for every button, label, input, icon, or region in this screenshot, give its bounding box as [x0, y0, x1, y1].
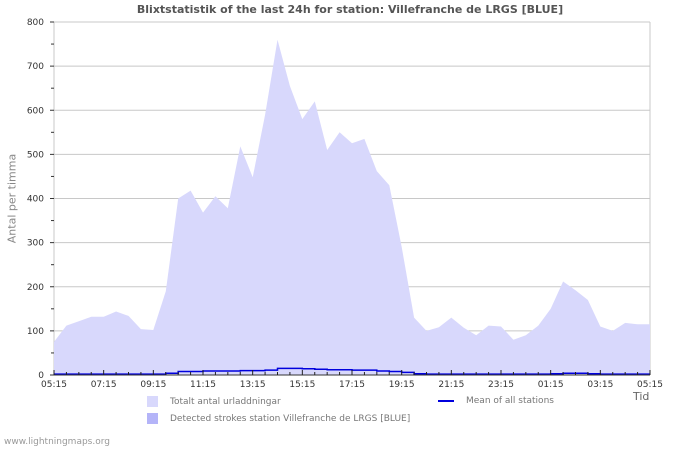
legend-total: Totalt antal urladdningar [147, 396, 281, 407]
svg-text:03:15: 03:15 [587, 380, 613, 390]
svg-text:700: 700 [27, 62, 44, 72]
legend-total-label: Totalt antal urladdningar [170, 396, 281, 407]
svg-text:05:15: 05:15 [637, 380, 663, 390]
x-axis-label: Tid [633, 390, 650, 403]
total-strokes-area [54, 39, 650, 375]
svg-text:0: 0 [38, 371, 44, 381]
svg-text:17:15: 17:15 [339, 380, 365, 390]
legend-total-swatch [147, 396, 158, 407]
svg-text:800: 800 [27, 18, 44, 28]
svg-text:500: 500 [27, 150, 44, 160]
legend-detected-swatch [147, 413, 158, 424]
svg-text:400: 400 [27, 195, 44, 205]
svg-text:21:15: 21:15 [438, 380, 464, 390]
svg-text:15:15: 15:15 [289, 380, 315, 390]
svg-text:300: 300 [27, 239, 44, 249]
svg-text:01:15: 01:15 [538, 380, 564, 390]
svg-text:19:15: 19:15 [389, 380, 415, 390]
svg-text:200: 200 [27, 283, 44, 293]
svg-text:09:15: 09:15 [140, 380, 166, 390]
legend-mean: Mean of all stations [438, 396, 554, 406]
legend-detected-label: Detected strokes station Villefranche de… [170, 413, 411, 424]
svg-text:23:15: 23:15 [488, 380, 514, 390]
svg-text:11:15: 11:15 [190, 380, 216, 390]
svg-text:13:15: 13:15 [240, 380, 266, 390]
svg-text:05:15: 05:15 [41, 380, 67, 390]
svg-text:100: 100 [27, 327, 44, 337]
legend-detected: Detected strokes station Villefranche de… [147, 413, 410, 424]
axes: 0 100 200 300 400 500 600 700 800 05:15 07:15 09:15… [27, 18, 663, 390]
footer-link[interactable]: www.lightningmaps.org [4, 437, 110, 447]
legend-mean-label: Mean of all stations [466, 396, 554, 406]
legend-mean-swatch [438, 400, 454, 402]
svg-text:07:15: 07:15 [91, 380, 117, 390]
svg-text:600: 600 [27, 106, 44, 116]
chart-title: Blixtstatistik of the last 24h for stati… [136, 3, 564, 16]
